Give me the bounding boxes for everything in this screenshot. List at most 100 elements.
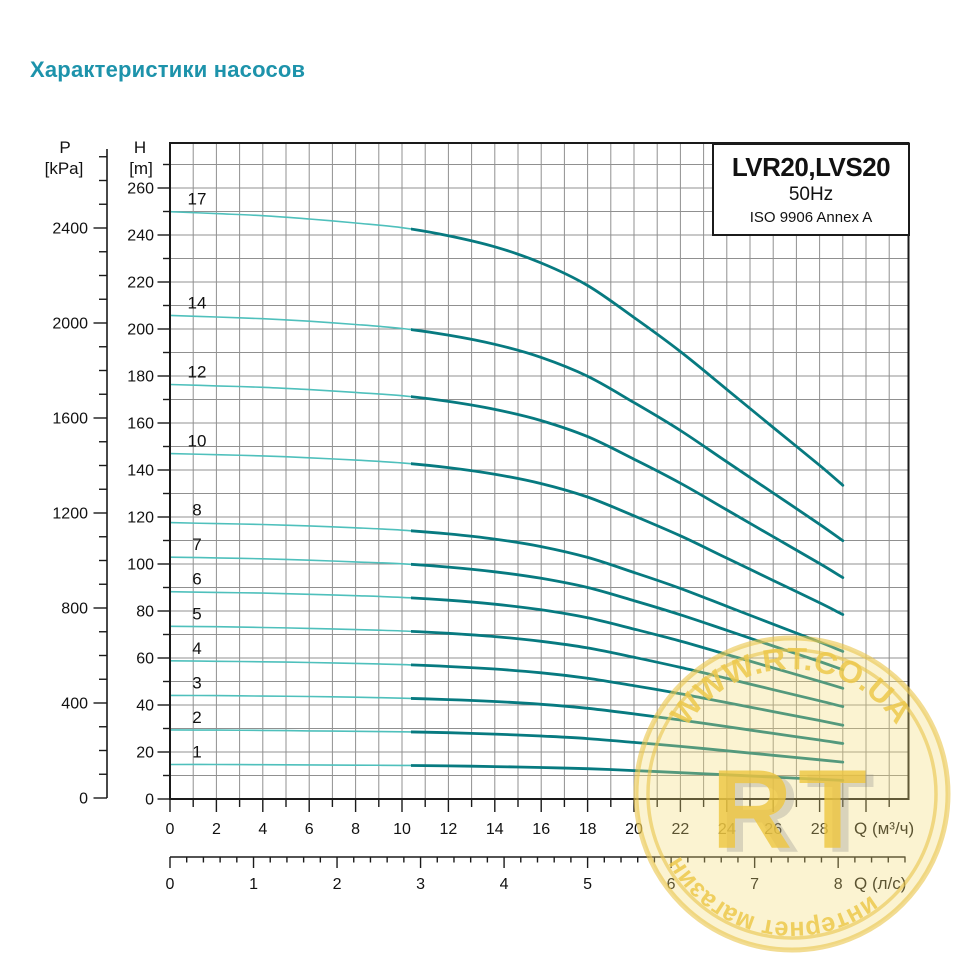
head-tick-label: 60 — [136, 651, 154, 668]
curve-label-14: 14 — [188, 293, 207, 312]
flow-m3h-tick-label: 0 — [166, 821, 175, 838]
curve-6-stages-bold — [411, 596, 845, 690]
flow-m3h-tick-label: 6 — [305, 821, 314, 838]
head-tick-label: 180 — [127, 369, 154, 386]
pressure-tick-label: 1600 — [52, 411, 88, 428]
head-tick-label: 120 — [127, 510, 154, 527]
curve-label-6: 6 — [192, 570, 201, 589]
flow-m3h-axis: 0 2 4 6 8 10 12 14 16 18 20 22 24 26 28 — [166, 799, 890, 838]
standard-label: ISO 9906 Annex A — [749, 209, 873, 226]
flow-m3h-unit-label: Q (м³/ч) — [854, 819, 915, 838]
head-tick-label: 220 — [127, 275, 154, 292]
curve-label-17: 17 — [188, 190, 207, 209]
head-tick-label: 40 — [136, 698, 154, 715]
curve-2-stages-bold — [411, 730, 845, 764]
head-tick-label: 100 — [127, 557, 154, 574]
flow-ls-tick-label: 6 — [667, 876, 676, 893]
flow-m3h-tick-label: 16 — [532, 821, 550, 838]
pressure-tick-label: 2000 — [52, 316, 88, 333]
pump-model-label: LVR20,LVS20 — [731, 152, 891, 182]
curve-5-stages-thin — [169, 625, 411, 633]
head-axis-name: H — [133, 138, 147, 157]
flow-m3h-tick-label: 14 — [486, 821, 504, 838]
pressure-axis-name: P — [59, 138, 71, 157]
head-tick-label: 140 — [127, 463, 154, 480]
curve-label-1: 1 — [192, 742, 201, 761]
curve-1-stages-bold — [411, 764, 845, 782]
pressure-tick-label: 400 — [61, 696, 88, 713]
flow-ls-axis: 0 1 2 3 4 5 6 7 8 — [166, 856, 906, 893]
head-tick-label: 260 — [127, 181, 154, 198]
flow-m3h-tick-label: 20 — [625, 821, 643, 838]
flow-m3h-tick-label: 26 — [764, 821, 782, 838]
curve-7-stages-thin — [169, 556, 411, 566]
curve-label-2: 2 — [192, 708, 201, 727]
curve-stage-labels: 17 14 12 10 8 7 6 5 4 3 2 1 — [188, 190, 207, 762]
flow-m3h-tick-label: 28 — [811, 821, 829, 838]
pressure-tick-label: 2400 — [52, 221, 88, 238]
pressure-tick-label: 1200 — [52, 506, 88, 523]
curve-4-stages-thin — [169, 660, 411, 666]
head-tick-label: 20 — [136, 745, 154, 762]
info-box: LVR20,LVS20 50Hz ISO 9906 Annex A — [712, 143, 910, 236]
curve-label-3: 3 — [192, 673, 201, 692]
flow-m3h-tick-label: 8 — [351, 821, 360, 838]
flow-m3h-tick-label: 24 — [718, 821, 736, 838]
head-tick-label: 0 — [145, 792, 154, 809]
curve-label-7: 7 — [192, 535, 201, 554]
curve-8-stages-bold — [411, 529, 845, 653]
flow-ls-unit-label: Q (л/с) — [854, 874, 907, 893]
curve-label-10: 10 — [188, 432, 207, 451]
curve-3-stages-thin — [169, 694, 411, 700]
flow-ls-tick-label: 4 — [500, 876, 509, 893]
flow-ls-tick-label: 5 — [583, 876, 592, 893]
pressure-tick-label: 0 — [79, 791, 88, 808]
curve-5-stages-bold — [411, 629, 845, 708]
head-axis-unit: [m] — [129, 159, 153, 178]
curve-12-stages-bold — [411, 395, 845, 579]
curve-label-8: 8 — [192, 501, 201, 520]
curve-8-stages-thin — [169, 521, 411, 532]
curve-10-stages-bold — [411, 462, 845, 616]
grid-lines — [170, 143, 909, 799]
flow-ls-tick-label: 3 — [416, 876, 425, 893]
flow-m3h-tick-label: 22 — [672, 821, 690, 838]
page-title: Характеристики насосов — [30, 57, 306, 82]
head-tick-label: 200 — [127, 322, 154, 339]
flow-m3h-tick-label: 2 — [212, 821, 221, 838]
curve-1-stages-thin — [169, 763, 411, 767]
curve-10-stages-thin — [169, 452, 411, 465]
curve-label-4: 4 — [192, 639, 201, 658]
frequency-label: 50Hz — [788, 184, 834, 205]
flow-m3h-tick-label: 10 — [393, 821, 411, 838]
flow-ls-tick-label: 2 — [333, 876, 342, 893]
flow-ls-tick-label: 1 — [249, 876, 258, 893]
flow-m3h-tick-label: 12 — [440, 821, 458, 838]
curve-2-stages-thin — [169, 729, 411, 733]
curve-4-stages-bold — [411, 663, 845, 727]
curve-14-stages-bold — [411, 328, 845, 543]
head-tick-label: 80 — [136, 604, 154, 621]
pressure-axis: 2400 2000 1600 1200 800 400 0 — [52, 149, 108, 808]
flow-ls-tick-label: 7 — [750, 876, 759, 893]
pressure-axis-unit: [kPa] — [44, 159, 84, 178]
curve-12-stages-thin — [169, 383, 411, 398]
curve-14-stages-thin — [169, 314, 411, 331]
head-tick-label: 160 — [127, 416, 154, 433]
pump-curves — [169, 210, 845, 782]
plot-border — [169, 142, 910, 800]
flow-m3h-tick-label: 18 — [579, 821, 597, 838]
flow-ls-tick-label: 8 — [834, 876, 843, 893]
head-tick-label: 240 — [127, 228, 154, 245]
pressure-tick-label: 800 — [61, 601, 88, 618]
curve-17-stages-thin — [169, 210, 411, 230]
curve-label-5: 5 — [192, 604, 201, 623]
curve-17-stages-bold — [411, 227, 845, 487]
curve-6-stages-thin — [169, 590, 411, 599]
flow-ls-tick-label: 0 — [166, 876, 175, 893]
curve-3-stages-bold — [411, 697, 845, 745]
curve-label-12: 12 — [188, 362, 207, 381]
flow-m3h-tick-label: 4 — [258, 821, 267, 838]
